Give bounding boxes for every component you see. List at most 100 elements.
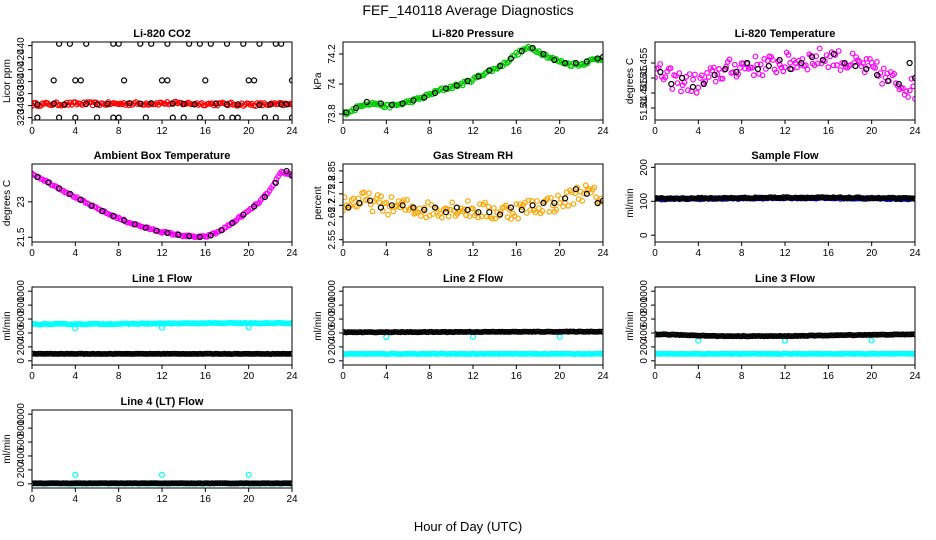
data-point: [202, 480, 209, 487]
data-point: [175, 231, 182, 238]
data-point: [464, 198, 471, 204]
data-point: [757, 61, 764, 68]
data-point: [288, 77, 292, 84]
y-tick-label: 51.45: [639, 65, 650, 90]
y-tick-label: 23: [16, 196, 27, 208]
y-tick-label: 800: [16, 296, 27, 313]
data-point: [110, 114, 117, 120]
x-tick-label: 0: [29, 371, 35, 382]
data-point: [377, 204, 384, 211]
x-tick-label: 0: [652, 248, 658, 259]
data-point: [158, 77, 166, 84]
data-series: [343, 44, 603, 116]
x-tick-label: 12: [467, 371, 479, 382]
x-tick-label: 0: [340, 371, 346, 382]
x-tick-label: 20: [554, 371, 566, 382]
data-point: [737, 64, 743, 71]
data-point: [191, 480, 198, 487]
data-point: [119, 320, 125, 327]
x-tick-label: 20: [554, 126, 566, 137]
x-tick-label: 16: [511, 371, 523, 382]
data-point: [399, 100, 406, 107]
data-point: [773, 69, 780, 76]
data-point: [532, 209, 539, 216]
data-point: [388, 202, 395, 209]
x-tick-label: 24: [286, 494, 298, 505]
data-point: [196, 42, 203, 47]
x-tick-label: 24: [286, 248, 298, 259]
data-point: [785, 52, 792, 58]
data-point: [903, 331, 910, 338]
y-tick-label: 400: [639, 324, 650, 341]
data-point: [719, 75, 726, 82]
series-group: [32, 471, 292, 487]
data-point: [56, 320, 63, 327]
x-tick-label: 16: [823, 371, 835, 382]
x-tick-label: 24: [286, 126, 298, 137]
x-tick-label: 12: [779, 126, 791, 137]
data-point: [56, 480, 63, 487]
data-point: [34, 173, 41, 181]
y-tick-label: 200: [639, 338, 650, 355]
data-point: [169, 114, 176, 120]
data-point: [536, 205, 542, 212]
data-point: [912, 196, 915, 202]
data-point: [657, 61, 664, 67]
y-tick-label: 400: [16, 61, 27, 78]
data-point: [347, 329, 353, 336]
data-point: [453, 204, 460, 211]
y-tick-label: 1000: [327, 280, 338, 303]
data-point: [674, 351, 681, 357]
data-point: [402, 207, 409, 213]
data-point: [600, 351, 603, 357]
data-point: [191, 351, 198, 357]
data-point: [176, 480, 183, 487]
y-tick-label: 400: [16, 324, 27, 341]
data-point: [879, 80, 885, 87]
y-tick-label: 51.455: [639, 47, 650, 78]
y-tick-label: 100: [639, 193, 650, 210]
y-tick-label: 21.5: [16, 227, 27, 247]
data-series: [32, 98, 292, 109]
data-point: [877, 350, 884, 357]
data-point: [891, 70, 898, 77]
data-point: [378, 193, 385, 200]
x-tick-label: 4: [73, 494, 79, 505]
chart-panel: Line 3 Flow 0 4 8 12 16 20 24 0 2004006008001000m…: [625, 273, 921, 382]
data-point: [518, 206, 525, 213]
data-point: [142, 114, 149, 120]
data-point: [421, 206, 428, 213]
y-tick-label: 2.65: [327, 207, 338, 227]
x-tick-label: 20: [243, 371, 255, 382]
series-group: [655, 194, 915, 203]
panel-title: Line 2 Flow: [443, 273, 503, 285]
data-point: [492, 215, 499, 222]
y-axis-label: ml/min: [2, 434, 13, 463]
data-point: [912, 95, 915, 102]
data-point: [56, 42, 63, 47]
y-tick-label: 440: [16, 37, 27, 54]
data-point: [752, 53, 759, 60]
data-point: [464, 206, 471, 213]
data-point: [449, 199, 456, 206]
data-point: [395, 198, 402, 205]
data-point: [906, 87, 913, 94]
data-point: [763, 66, 769, 72]
data-point: [165, 480, 172, 487]
y-tick-label: 73.8: [327, 104, 338, 124]
data-point: [558, 195, 565, 202]
data-point: [158, 471, 166, 478]
data-series: [343, 182, 603, 222]
data-point: [428, 201, 435, 208]
data-point: [233, 350, 240, 357]
data-point: [207, 42, 214, 47]
data-point: [830, 62, 837, 69]
x-tick-label: 4: [384, 371, 390, 382]
data-point: [83, 42, 90, 47]
data-series: [657, 50, 915, 91]
data-point: [343, 109, 350, 116]
data-point: [245, 77, 252, 84]
y-tick-label: 2.8: [327, 175, 338, 189]
data-point: [356, 199, 363, 207]
data-point: [223, 101, 231, 108]
